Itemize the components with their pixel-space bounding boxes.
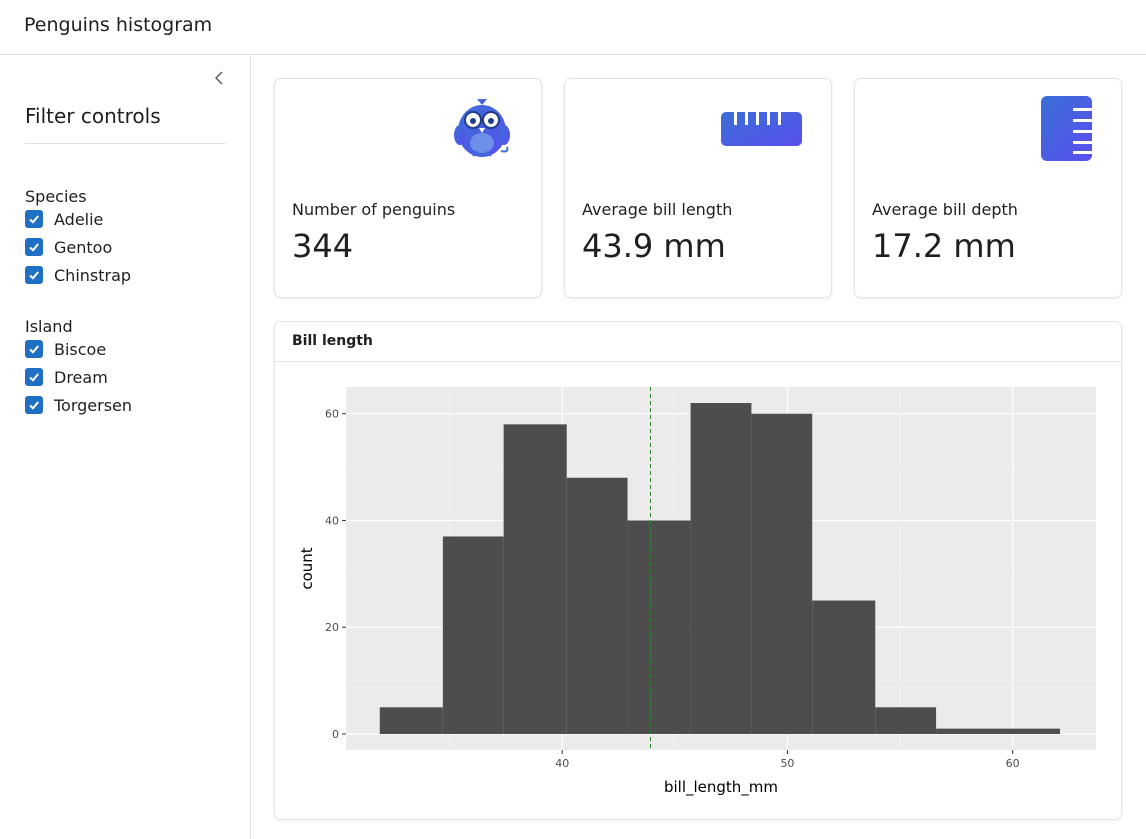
histogram-bar: [442, 536, 504, 734]
island-group-label: Island: [25, 317, 73, 336]
histogram-bar: [751, 413, 813, 734]
checkbox-label: Adelie: [54, 209, 104, 229]
value-box-value: 43.9 mm: [582, 227, 726, 265]
plot-card-title: Bill length: [292, 333, 373, 349]
checkbox-checked-icon[interactable]: [25, 340, 43, 358]
histogram-bar: [503, 424, 567, 734]
value-box-label: Number of penguins: [292, 200, 456, 219]
histogram-bar: [812, 600, 876, 734]
checkbox-island-dream[interactable]: Dream: [25, 366, 108, 388]
sidebar-divider: [25, 143, 226, 144]
checkbox-checked-icon[interactable]: [25, 238, 43, 256]
histogram-bar: [566, 477, 628, 734]
histogram-bar: [627, 520, 691, 734]
y-tick-label: 40: [325, 514, 339, 527]
value-box-penguins: Number of penguins 344: [274, 78, 542, 298]
histogram-bar: [936, 728, 1060, 734]
plot-card-header: Bill length: [275, 322, 1121, 362]
value-box-bill-length: Average bill length 43.9 mm: [564, 78, 832, 298]
value-box-bill-depth: Average bill depth 17.2 mm: [854, 78, 1122, 298]
value-box-value: 17.2 mm: [872, 227, 1016, 265]
checkbox-checked-icon[interactable]: [25, 210, 43, 228]
x-tick-label: 60: [1006, 757, 1020, 770]
histogram-bar: [875, 707, 937, 734]
checkbox-island-biscoe[interactable]: Biscoe: [25, 338, 106, 360]
sidebar-title: Filter controls: [25, 104, 161, 128]
x-tick-label: 40: [555, 757, 569, 770]
checkbox-island-torgersen[interactable]: Torgersen: [25, 394, 132, 416]
checkbox-species-gentoo[interactable]: Gentoo: [25, 236, 112, 258]
ruler-horizontal-icon: [721, 112, 802, 146]
checkbox-species-chinstrap[interactable]: Chinstrap: [25, 264, 131, 286]
ruler-vertical-icon: [1041, 96, 1092, 161]
top-navbar: Penguins histogram: [0, 0, 1146, 55]
y-tick-label: 60: [325, 408, 339, 421]
histogram-bar: [379, 707, 443, 734]
checkbox-checked-icon[interactable]: [25, 368, 43, 386]
chevron-left-icon: [215, 71, 223, 85]
histogram-chart: 40 50 60 0 20 40 60 bill_length_mm count: [298, 387, 1096, 797]
y-tick-label: 0: [332, 728, 339, 741]
checkbox-label: Gentoo: [54, 237, 113, 257]
plot-card: Bill length 40 50 60 0 20 40 60 bill_length_mm c…: [274, 321, 1122, 820]
checkbox-label: Dream: [54, 367, 108, 387]
checkbox-checked-icon[interactable]: [25, 266, 43, 284]
app-title: Penguins histogram: [24, 14, 213, 36]
histogram-bar: [690, 403, 752, 734]
value-box-value: 344: [292, 227, 354, 265]
penguin-owl-icon: [454, 99, 510, 157]
value-box-label: Average bill depth: [872, 200, 1018, 219]
x-axis-title: bill_length_mm: [664, 778, 778, 797]
y-tick-label: 20: [325, 621, 339, 634]
value-box-label: Average bill length: [582, 200, 733, 219]
y-axis-title: count: [298, 547, 316, 589]
checkbox-checked-icon[interactable]: [25, 396, 43, 414]
sidebar: Filter controls Species Adelie Gentoo Ch…: [0, 55, 251, 839]
checkbox-species-adelie[interactable]: Adelie: [25, 208, 103, 230]
checkbox-label: Biscoe: [54, 339, 107, 359]
checkbox-label: Torgersen: [54, 395, 133, 415]
sidebar-collapse-button[interactable]: [208, 67, 230, 89]
x-tick-label: 50: [780, 757, 794, 770]
checkbox-label: Chinstrap: [54, 265, 132, 285]
main-content: Number of penguins 344 Average bill leng…: [251, 55, 1146, 839]
species-group-label: Species: [25, 187, 87, 206]
